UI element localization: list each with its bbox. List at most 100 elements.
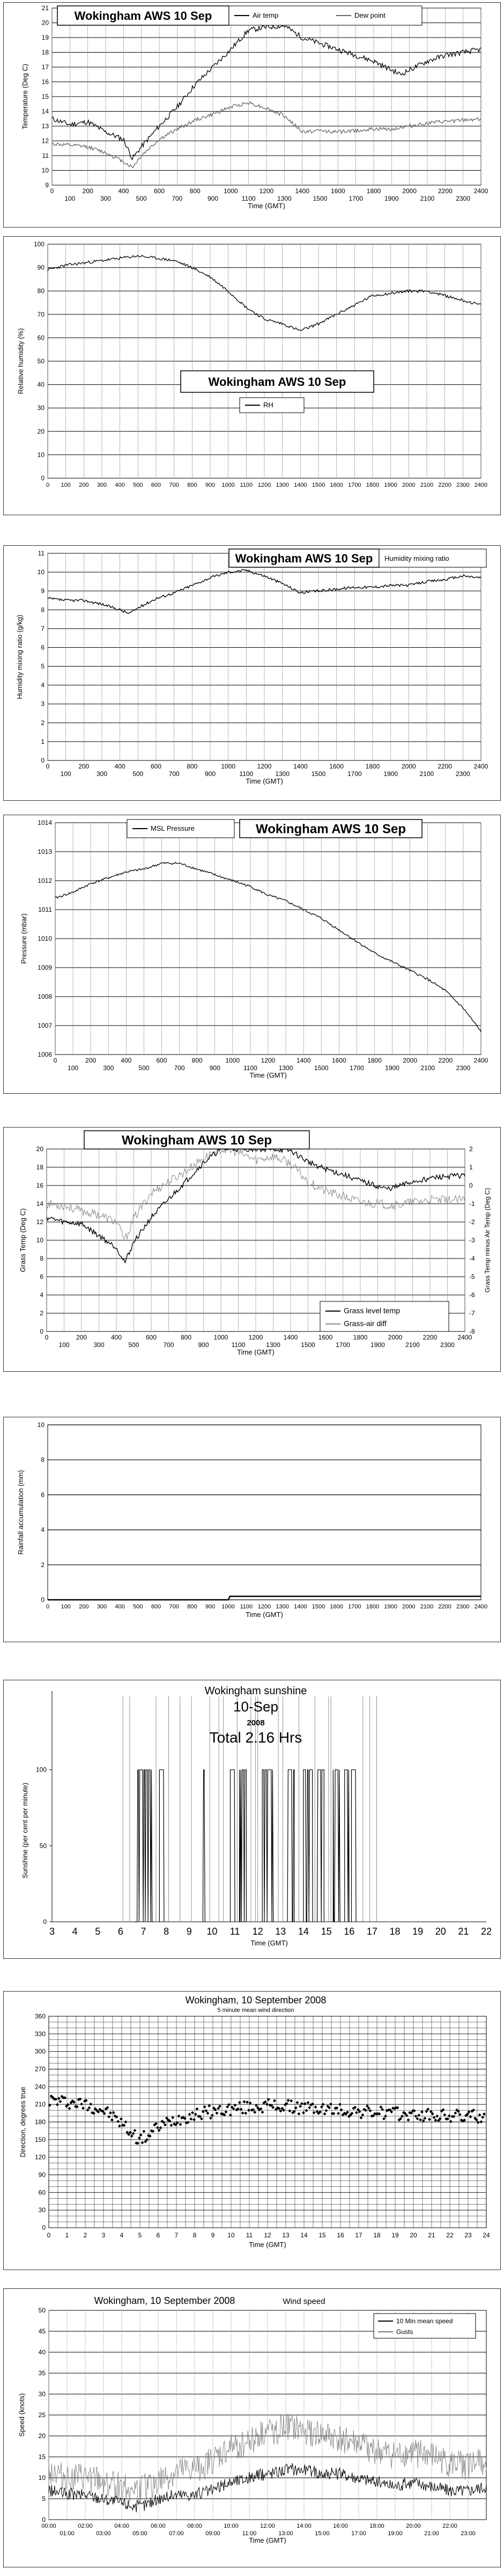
wind-direction-point [350, 2111, 354, 2115]
wind-direction-point [122, 2124, 126, 2127]
x-tick-label: 1000 [224, 187, 238, 195]
x-tick-label: 900 [205, 1604, 215, 1610]
x-tick-label: 500 [133, 1604, 143, 1610]
y-tick-label: 21 [42, 4, 49, 12]
x-tick-label: 20 [410, 2231, 417, 2239]
y-tick-label: 90 [38, 264, 45, 272]
x-tick-label: 600 [151, 482, 161, 488]
x-tick-label: 18:00 [369, 2523, 384, 2529]
wind-direction-point [213, 2108, 217, 2112]
x-tick-label: 0 [45, 1334, 49, 1341]
y-tick-label: 360 [35, 2012, 46, 2020]
wind-direction-point [337, 2112, 340, 2116]
wind-direction-point [159, 2126, 162, 2129]
wind-direction-point [174, 2123, 177, 2127]
x-tick-label: 9 [187, 1926, 192, 1937]
x-tick-label: 2100 [420, 482, 433, 488]
wind-direction-point [318, 2110, 322, 2114]
wind-direction-point [368, 2109, 372, 2112]
x-tick-label: 23:00 [461, 2530, 476, 2537]
wind-direction-point [66, 2103, 70, 2106]
wind-direction-point [458, 2113, 462, 2116]
y2-tick-label: -1 [469, 1200, 475, 1208]
wind-direction-point [253, 2110, 257, 2114]
legend-msl-pressure-label: MSL Pressure [151, 824, 195, 832]
chart-title: Wokingham, 10 September 2008 [186, 1995, 327, 2006]
wind-direction-point [232, 2107, 235, 2111]
wind-direction-point [377, 2112, 381, 2116]
series-line-grass-air-diff [46, 1148, 465, 1240]
x-tick-label: 200 [83, 187, 93, 195]
pressure-chart: 1006 1007 1008 1009 1010 1011 1012 1013 1014 0 200… [20, 819, 488, 1079]
wind-direction-point [153, 2123, 157, 2127]
x-tick-label: 1300 [276, 482, 288, 488]
wind-direction-point [135, 2141, 138, 2145]
wind-direction-point [207, 2104, 211, 2107]
x-tick-label: 2400 [475, 482, 487, 488]
wind-direction-point [224, 2110, 228, 2114]
x-axis-label: Time (GMT) [249, 2536, 286, 2544]
x-tick-label: 03:00 [96, 2530, 111, 2537]
x-tick-label: 1600 [332, 1057, 346, 1064]
wind-direction-point [140, 2141, 144, 2145]
wind-direction-point [236, 2107, 240, 2111]
wind-direction-point [328, 2106, 331, 2110]
x-tick-label: 20:00 [406, 2523, 421, 2529]
y-tick-label: 4 [40, 1291, 43, 1299]
wind-speed-chart: 0 5 10 15 20 25 30 35 40 45 50 00:00 02:00 04:00 06:00… [18, 2295, 487, 2544]
x-tick-label: 02:00 [78, 2523, 93, 2529]
wind-direction-point [344, 2112, 348, 2116]
wind-direction-point [164, 2123, 167, 2127]
legend-dew-point-label: Dew point [354, 11, 386, 19]
x-tick-label: 2300 [456, 482, 469, 488]
x-tick-label: 1300 [279, 1064, 293, 1072]
x-tick-label: 1000 [214, 1334, 228, 1341]
wind-direction-point [124, 2120, 128, 2124]
y-tick-label: 10 [38, 451, 45, 458]
wind-direction-point [478, 2113, 481, 2117]
wind-direction-point [320, 2105, 323, 2109]
x-tick-label: 24 [483, 2231, 490, 2239]
wind-direction-point [118, 2124, 121, 2128]
x-axis-label: Time (GMT) [249, 2241, 286, 2249]
x-tick-label: 10 [206, 1926, 217, 1937]
x-tick-label: 1400 [284, 1334, 298, 1341]
wind-direction-point [382, 2117, 386, 2120]
wind-direction-point [463, 2118, 466, 2122]
wind-direction-point [86, 2108, 90, 2112]
x-tick-label: 900 [198, 1341, 209, 1349]
wind-direction-point [238, 2101, 241, 2104]
x-axis-label: Time (GMT) [248, 202, 285, 210]
wind-direction-point [425, 2110, 428, 2113]
x-tick-label: 6 [118, 1926, 123, 1937]
wind-direction-point [210, 2113, 214, 2117]
wind-direction-point [195, 2107, 199, 2111]
legend-box [228, 5, 423, 26]
x-tick-label: 2400 [475, 1604, 487, 1610]
x-tick-label: 10 [227, 2231, 235, 2239]
y-tick-label: 1007 [38, 1022, 52, 1029]
wind-direction-point [300, 2102, 303, 2105]
x-tick-label: 500 [138, 1064, 149, 1072]
x-tick-label: 2200 [438, 1604, 451, 1610]
y-tick-label: 330 [35, 2030, 46, 2038]
wind-direction-point [200, 2117, 203, 2121]
y-tick-label: 10 [38, 568, 45, 576]
x-tick-label: 1200 [258, 1604, 271, 1610]
wind-direction-point [447, 2114, 451, 2118]
x-tick-label: 1200 [249, 1334, 263, 1341]
x-tick-label: 600 [154, 187, 165, 195]
series-line-mean-speed [48, 2463, 487, 2513]
x-tick-label: 2000 [402, 187, 417, 195]
wind-direction-point [299, 2104, 302, 2108]
wind-direction-point [203, 2105, 206, 2109]
wind-direction-point [55, 2103, 59, 2106]
x-tick-label: 1800 [366, 763, 380, 770]
wind-direction-point [370, 2114, 374, 2118]
wind-direction-point [333, 2106, 337, 2110]
x-tick-label: 300 [100, 195, 111, 202]
x-tick-label: 400 [115, 1604, 124, 1610]
x-tick-label: 1900 [384, 482, 397, 488]
y-tick-label: 30 [39, 2390, 46, 2398]
series-line-rh [47, 254, 481, 331]
